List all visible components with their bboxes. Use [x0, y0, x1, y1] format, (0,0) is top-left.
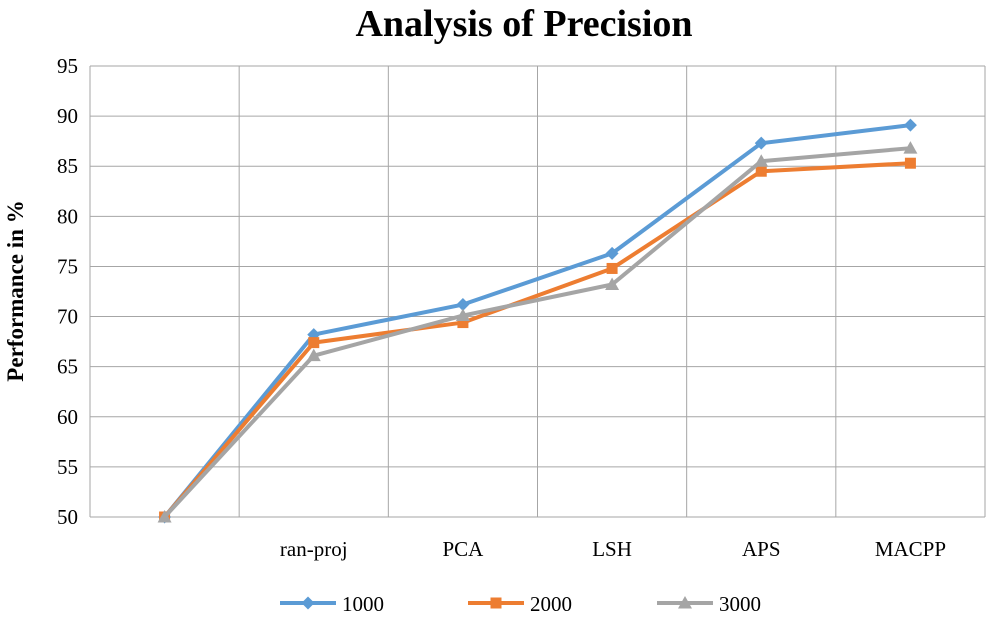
y-tick-label: 80	[57, 204, 78, 228]
legend-marker	[301, 596, 315, 610]
series-line-2000	[163, 161, 911, 519]
y-axis-ticks: 50 55 60 65 70 75 80 85 90 95	[57, 54, 78, 529]
y-tick-label: 95	[57, 54, 78, 78]
data-point-3000	[306, 348, 321, 362]
y-tick-label: 50	[57, 505, 78, 529]
y-tick-label: 55	[57, 455, 78, 479]
data-point-3000	[605, 277, 620, 290]
x-tick-label: MACPP	[875, 537, 946, 561]
data-point-1000	[456, 298, 470, 312]
gridlines	[89, 65, 986, 518]
x-tick-label: PCA	[442, 537, 484, 561]
y-axis-label: Performance in %	[3, 200, 28, 381]
legend-label: 2000	[530, 592, 572, 616]
x-axis-ticks: ran-proj PCA LSH APS MACPP	[280, 537, 946, 561]
y-tick-label: 60	[57, 405, 78, 429]
legend-item-3000: 3000	[657, 592, 761, 616]
data-point-2000	[457, 317, 469, 329]
legend-label: 3000	[719, 592, 761, 616]
data-point-3000	[455, 308, 470, 322]
y-tick-label: 65	[57, 355, 78, 379]
x-tick-label: LSH	[592, 537, 632, 561]
data-point-3000	[754, 154, 769, 167]
series-line-3000	[163, 146, 911, 519]
y-tick-label: 70	[57, 305, 78, 329]
data-point-2000	[755, 165, 767, 177]
series-lines	[157, 118, 918, 524]
chart-title: Analysis of Precision	[355, 3, 692, 45]
legend-item-2000: 2000	[468, 592, 572, 616]
series-line-1000	[163, 123, 911, 519]
data-point-1000	[903, 118, 917, 132]
data-point-2000	[606, 262, 618, 274]
data-point-3000	[903, 141, 918, 154]
data-point-2000	[308, 337, 320, 349]
legend-item-1000: 1000	[280, 592, 384, 616]
x-tick-label: APS	[742, 537, 781, 561]
y-tick-label: 90	[57, 104, 78, 128]
legend-marker	[678, 596, 692, 609]
y-tick-label: 85	[57, 154, 78, 178]
x-tick-label: ran-proj	[280, 537, 348, 561]
data-point-1000	[754, 136, 768, 150]
data-point-3000	[157, 510, 172, 523]
data-point-1000	[605, 246, 619, 260]
series-3000	[157, 141, 918, 523]
legend-label: 1000	[342, 592, 384, 616]
data-point-2000	[904, 157, 916, 169]
legend: 1000 2000 3000	[280, 592, 761, 616]
legend-marker	[490, 597, 502, 609]
y-tick-label: 75	[57, 254, 78, 278]
